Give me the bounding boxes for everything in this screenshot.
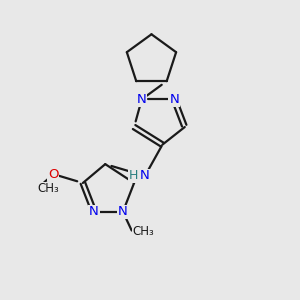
Text: H: H xyxy=(128,169,138,182)
Text: N: N xyxy=(89,205,99,218)
Text: N: N xyxy=(140,169,150,182)
Text: CH₃: CH₃ xyxy=(132,225,154,239)
Text: N: N xyxy=(118,205,128,218)
Text: O: O xyxy=(48,168,59,181)
Text: N: N xyxy=(137,93,147,106)
Text: N: N xyxy=(169,93,179,106)
Text: CH₃: CH₃ xyxy=(37,182,59,195)
